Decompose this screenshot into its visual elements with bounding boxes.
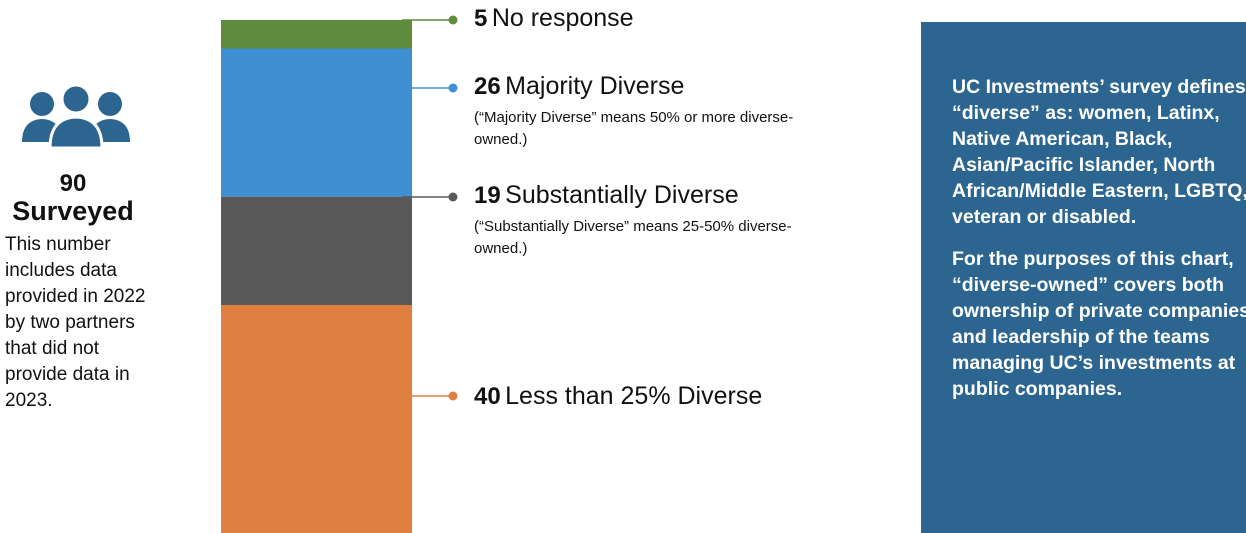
people-group-icon	[22, 84, 130, 150]
leader-dot	[448, 83, 458, 93]
definition-paragraph-diverse: UC Investments’ survey defines “diverse”…	[952, 76, 1246, 228]
legend-item-no-response: 5 No response	[474, 3, 634, 37]
segment-value: 5	[474, 5, 488, 32]
segment-value: 26	[474, 73, 501, 100]
bar-segments	[221, 20, 412, 533]
legend-item-substantially-diverse: 19 Substantially Diverse (“Substantially…	[474, 180, 804, 260]
definition-paragraph-diverse-owned: For the purposes of this chart, “diverse…	[952, 248, 1246, 400]
segment-label: Substantially Diverse	[505, 181, 739, 209]
leader-dot	[448, 15, 458, 25]
definition-info-box: UC Investments’ survey defines “diverse”…	[921, 22, 1246, 533]
legend-item-majority-diverse: 26 Majority Diverse (“Majority Diverse” …	[474, 71, 804, 151]
segment-note: (“Substantially Diverse” means 25-50% di…	[474, 218, 792, 257]
leader-dot	[448, 192, 458, 202]
leader-lines	[402, 15, 458, 401]
segment-label: Majority Diverse	[505, 72, 685, 100]
bar-segment-less-than-25-diverse	[221, 305, 412, 533]
segment-note: (“Majority Diverse” means 50% or more di…	[474, 109, 794, 148]
bar-segment-majority-diverse	[221, 48, 412, 197]
segment-value: 40	[474, 383, 501, 410]
surveyed-count: 90	[59, 170, 87, 197]
surveyed-note: This number includes data provided in 20…	[5, 234, 146, 411]
segment-label: No response	[491, 4, 634, 32]
bar-segment-no-response	[221, 20, 412, 49]
segment-label: Less than 25% Diverse	[505, 382, 763, 410]
legend-item-less-than-25-diverse: 40 Less than 25% Diverse	[474, 381, 762, 415]
segment-value: 19	[474, 182, 501, 209]
bar-segment-substantially-diverse	[221, 196, 412, 305]
leader-dot	[448, 391, 458, 401]
surveyed-label: Surveyed	[12, 196, 134, 226]
